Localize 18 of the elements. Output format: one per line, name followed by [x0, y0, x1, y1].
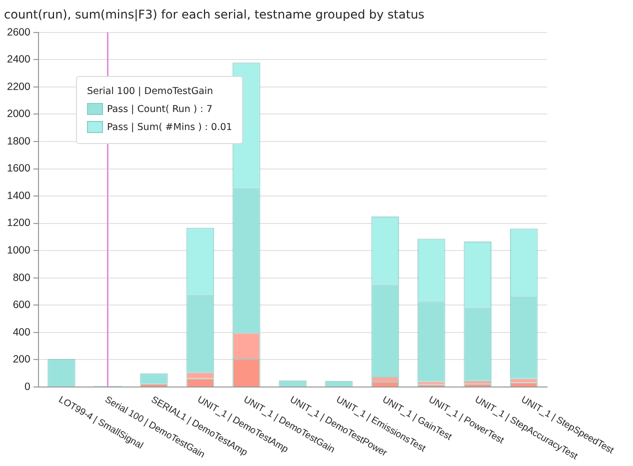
y-tick-label: 2400	[7, 54, 31, 66]
y-tick-label: 1600	[7, 162, 31, 175]
y-tick-label: 2600	[7, 26, 31, 38]
y-tick-label: 400	[12, 326, 31, 338]
y-tick-label: 2000	[7, 108, 31, 120]
y-tick-label: 1200	[7, 217, 31, 230]
y-tick-label: 1800	[7, 135, 31, 148]
y-tick-label: 800	[12, 272, 31, 284]
annotation: Serial 100 | DemoTestGain	[87, 85, 214, 99]
chart-title: count(run), sum(mins|F3) for each serial, testname grouped by status	[4, 7, 424, 22]
y-tick-label: 2200	[7, 80, 31, 93]
y-tick-label: 1400	[7, 190, 31, 202]
annotation: Pass | Count( Run ) : 7	[106, 103, 214, 117]
y-tick-label: 200	[12, 354, 31, 366]
y-tick-label: 600	[12, 299, 31, 312]
annotation: Pass | Sum( #Mins ) : 0.01	[106, 121, 232, 135]
y-tick-label: 1000	[7, 244, 31, 257]
y-tick-label: 0	[24, 380, 31, 393]
